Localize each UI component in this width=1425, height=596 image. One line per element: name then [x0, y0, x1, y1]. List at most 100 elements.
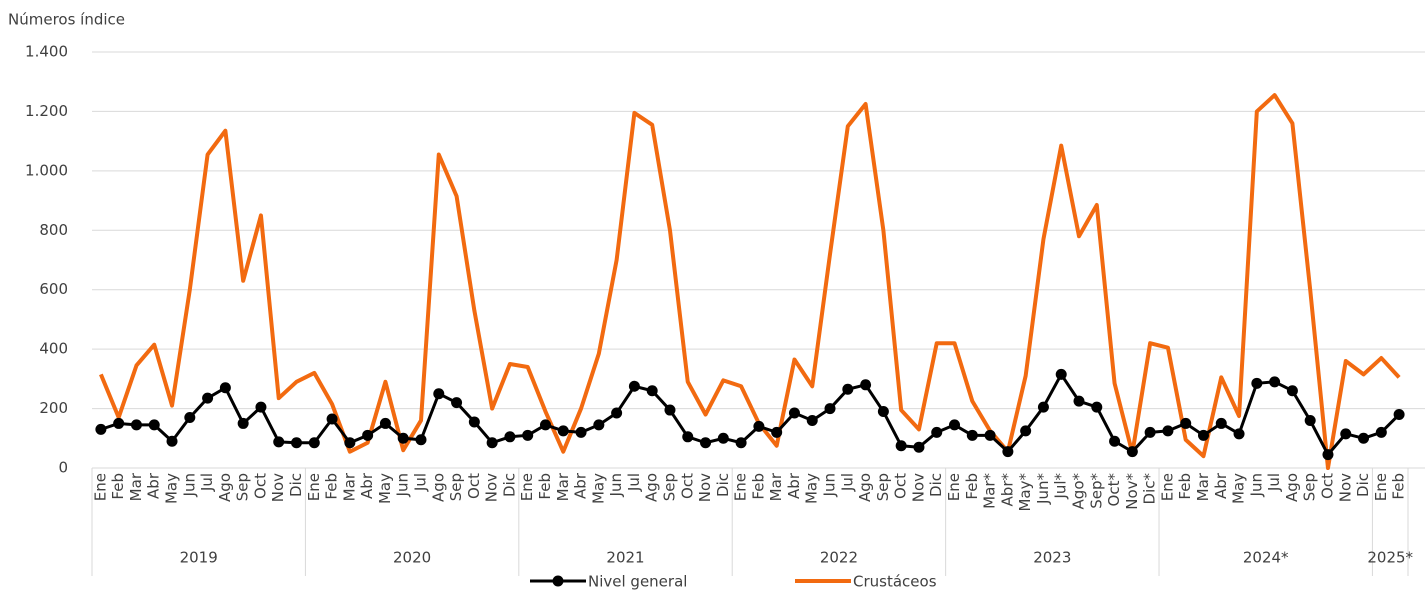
- x-tick-label: Sep: [234, 473, 252, 501]
- x-tick-label: Ene: [945, 473, 963, 501]
- x-tick-label: Jul: [1265, 473, 1283, 492]
- series-marker: [1393, 409, 1405, 421]
- series-marker: [949, 419, 961, 431]
- x-tick-label: Ago: [643, 473, 661, 502]
- x-tick-label: Feb: [749, 473, 767, 500]
- series-marker: [1215, 417, 1227, 429]
- x-tick-label: Ago*: [1070, 473, 1088, 510]
- series-marker: [682, 431, 694, 443]
- series-marker: [877, 406, 889, 418]
- x-tick-label: Jun: [394, 473, 412, 497]
- series-marker: [984, 429, 996, 441]
- x-tick-label: May: [1230, 473, 1248, 504]
- y-tick-label: 600: [39, 280, 68, 298]
- series-marker: [1162, 425, 1174, 437]
- series-marker: [593, 419, 605, 431]
- series-marker: [1002, 446, 1014, 458]
- series-marker: [1375, 426, 1387, 438]
- series-marker: [166, 435, 178, 447]
- series-marker: [735, 437, 747, 449]
- x-group-label: 2022: [820, 549, 858, 567]
- x-tick-label: Ene: [732, 473, 750, 501]
- x-tick-label: May: [163, 473, 181, 504]
- series-marker: [184, 411, 196, 423]
- series-marker: [966, 429, 978, 441]
- x-tick-label: May*: [1016, 473, 1034, 512]
- series-marker: [504, 431, 516, 443]
- x-group-label: 2021: [606, 549, 644, 567]
- series-marker: [664, 404, 676, 416]
- series-marker: [219, 382, 231, 394]
- x-group-label: 2020: [393, 549, 431, 567]
- x-tick-label: Ago: [856, 473, 874, 502]
- x-group-label: 2019: [180, 549, 218, 567]
- x-tick-label: Oct: [465, 473, 483, 499]
- x-tick-label: Abr: [145, 472, 163, 499]
- x-tick-label: Abr: [572, 472, 590, 499]
- legend-marker: [552, 575, 564, 587]
- x-tick-label: Abr: [358, 472, 376, 499]
- x-tick-label: Sep: [1301, 473, 1319, 501]
- series-marker: [1091, 401, 1103, 413]
- series-marker: [1144, 426, 1156, 438]
- x-tick-label: Jul: [625, 473, 643, 492]
- x-tick-label: Jul: [198, 473, 216, 492]
- x-tick-label: Feb: [536, 473, 554, 500]
- x-tick-label: Jul*: [1052, 473, 1070, 500]
- x-tick-label: Mar: [767, 472, 785, 501]
- x-tick-label: Jun: [821, 473, 839, 497]
- x-group-label: 2025*: [1367, 549, 1413, 567]
- x-tick-label: Jun: [180, 473, 198, 497]
- series-marker: [148, 419, 160, 431]
- series-marker: [824, 403, 836, 415]
- series-marker: [895, 440, 907, 452]
- series-marker: [1251, 377, 1263, 389]
- x-tick-label: Feb: [109, 473, 127, 500]
- x-tick-label: Oct: [251, 473, 269, 499]
- series-marker: [575, 426, 587, 438]
- y-tick-label: 1.000: [25, 161, 68, 179]
- x-tick-label: Dic: [714, 473, 732, 497]
- x-tick-label: Oct: [1318, 473, 1336, 499]
- series-marker: [1180, 417, 1192, 429]
- series-marker: [362, 429, 374, 441]
- x-tick-label: Jun: [607, 473, 625, 497]
- series-marker: [1126, 446, 1138, 458]
- series-marker: [486, 437, 498, 449]
- series-marker: [237, 417, 249, 429]
- x-tick-label: Abr: [1212, 472, 1230, 499]
- x-tick-label: Jun*: [1034, 473, 1052, 505]
- x-tick-label: Ene: [518, 473, 536, 501]
- series-marker: [273, 436, 285, 448]
- x-tick-label: Mar: [127, 472, 145, 501]
- x-tick-label: Mar: [340, 472, 358, 501]
- series-marker: [539, 419, 551, 431]
- series-marker: [1020, 425, 1032, 437]
- x-tick-label: Jul: [838, 473, 856, 492]
- legend-label: Nivel general: [588, 573, 687, 591]
- series-marker: [771, 426, 783, 438]
- series-marker: [628, 380, 640, 392]
- x-tick-label: Ago: [1283, 473, 1301, 502]
- legend-label: Crustáceos: [853, 573, 937, 591]
- x-tick-label: Dic: [287, 473, 305, 497]
- series-marker: [397, 432, 409, 444]
- series-marker: [557, 425, 569, 437]
- x-tick-label: Mar: [554, 472, 572, 501]
- series-marker: [860, 379, 872, 391]
- series-marker: [468, 416, 480, 428]
- series-marker: [700, 437, 712, 449]
- series-marker: [717, 432, 729, 444]
- x-tick-label: Nov: [696, 473, 714, 502]
- series-marker: [202, 392, 214, 404]
- series-marker: [451, 397, 463, 409]
- series-marker: [1197, 429, 1209, 441]
- x-tick-label: Dic: [1354, 473, 1372, 497]
- x-tick-label: Ene: [305, 473, 323, 501]
- x-tick-label: Jun: [1247, 473, 1265, 497]
- series-marker: [113, 417, 125, 429]
- series-marker: [1322, 449, 1334, 461]
- x-tick-label: Dic: [927, 473, 945, 497]
- y-tick-label: 1.400: [25, 43, 68, 61]
- y-tick-label: 200: [39, 399, 68, 417]
